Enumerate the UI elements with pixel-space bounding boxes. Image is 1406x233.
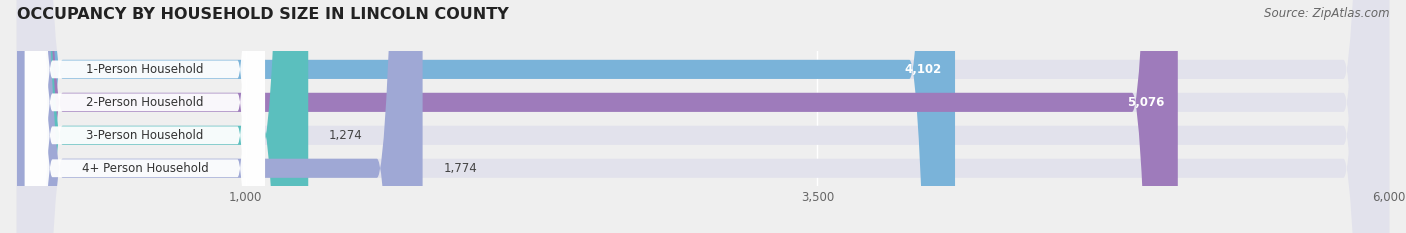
FancyBboxPatch shape: [17, 0, 1389, 233]
FancyBboxPatch shape: [17, 0, 1389, 233]
Text: 4,102: 4,102: [904, 63, 941, 76]
Text: Source: ZipAtlas.com: Source: ZipAtlas.com: [1264, 7, 1389, 20]
Text: 4+ Person Household: 4+ Person Household: [82, 162, 208, 175]
Text: OCCUPANCY BY HOUSEHOLD SIZE IN LINCOLN COUNTY: OCCUPANCY BY HOUSEHOLD SIZE IN LINCOLN C…: [17, 7, 509, 22]
FancyBboxPatch shape: [25, 0, 264, 233]
FancyBboxPatch shape: [25, 0, 264, 233]
FancyBboxPatch shape: [17, 0, 423, 233]
Text: 1,774: 1,774: [443, 162, 477, 175]
FancyBboxPatch shape: [17, 0, 308, 233]
FancyBboxPatch shape: [25, 0, 264, 233]
FancyBboxPatch shape: [17, 0, 1389, 233]
Text: 1,274: 1,274: [329, 129, 363, 142]
Text: 3-Person Household: 3-Person Household: [86, 129, 204, 142]
Text: 1-Person Household: 1-Person Household: [86, 63, 204, 76]
FancyBboxPatch shape: [17, 0, 955, 233]
FancyBboxPatch shape: [17, 0, 1178, 233]
FancyBboxPatch shape: [25, 0, 264, 233]
Text: 2-Person Household: 2-Person Household: [86, 96, 204, 109]
FancyBboxPatch shape: [17, 0, 1389, 233]
Text: 5,076: 5,076: [1126, 96, 1164, 109]
